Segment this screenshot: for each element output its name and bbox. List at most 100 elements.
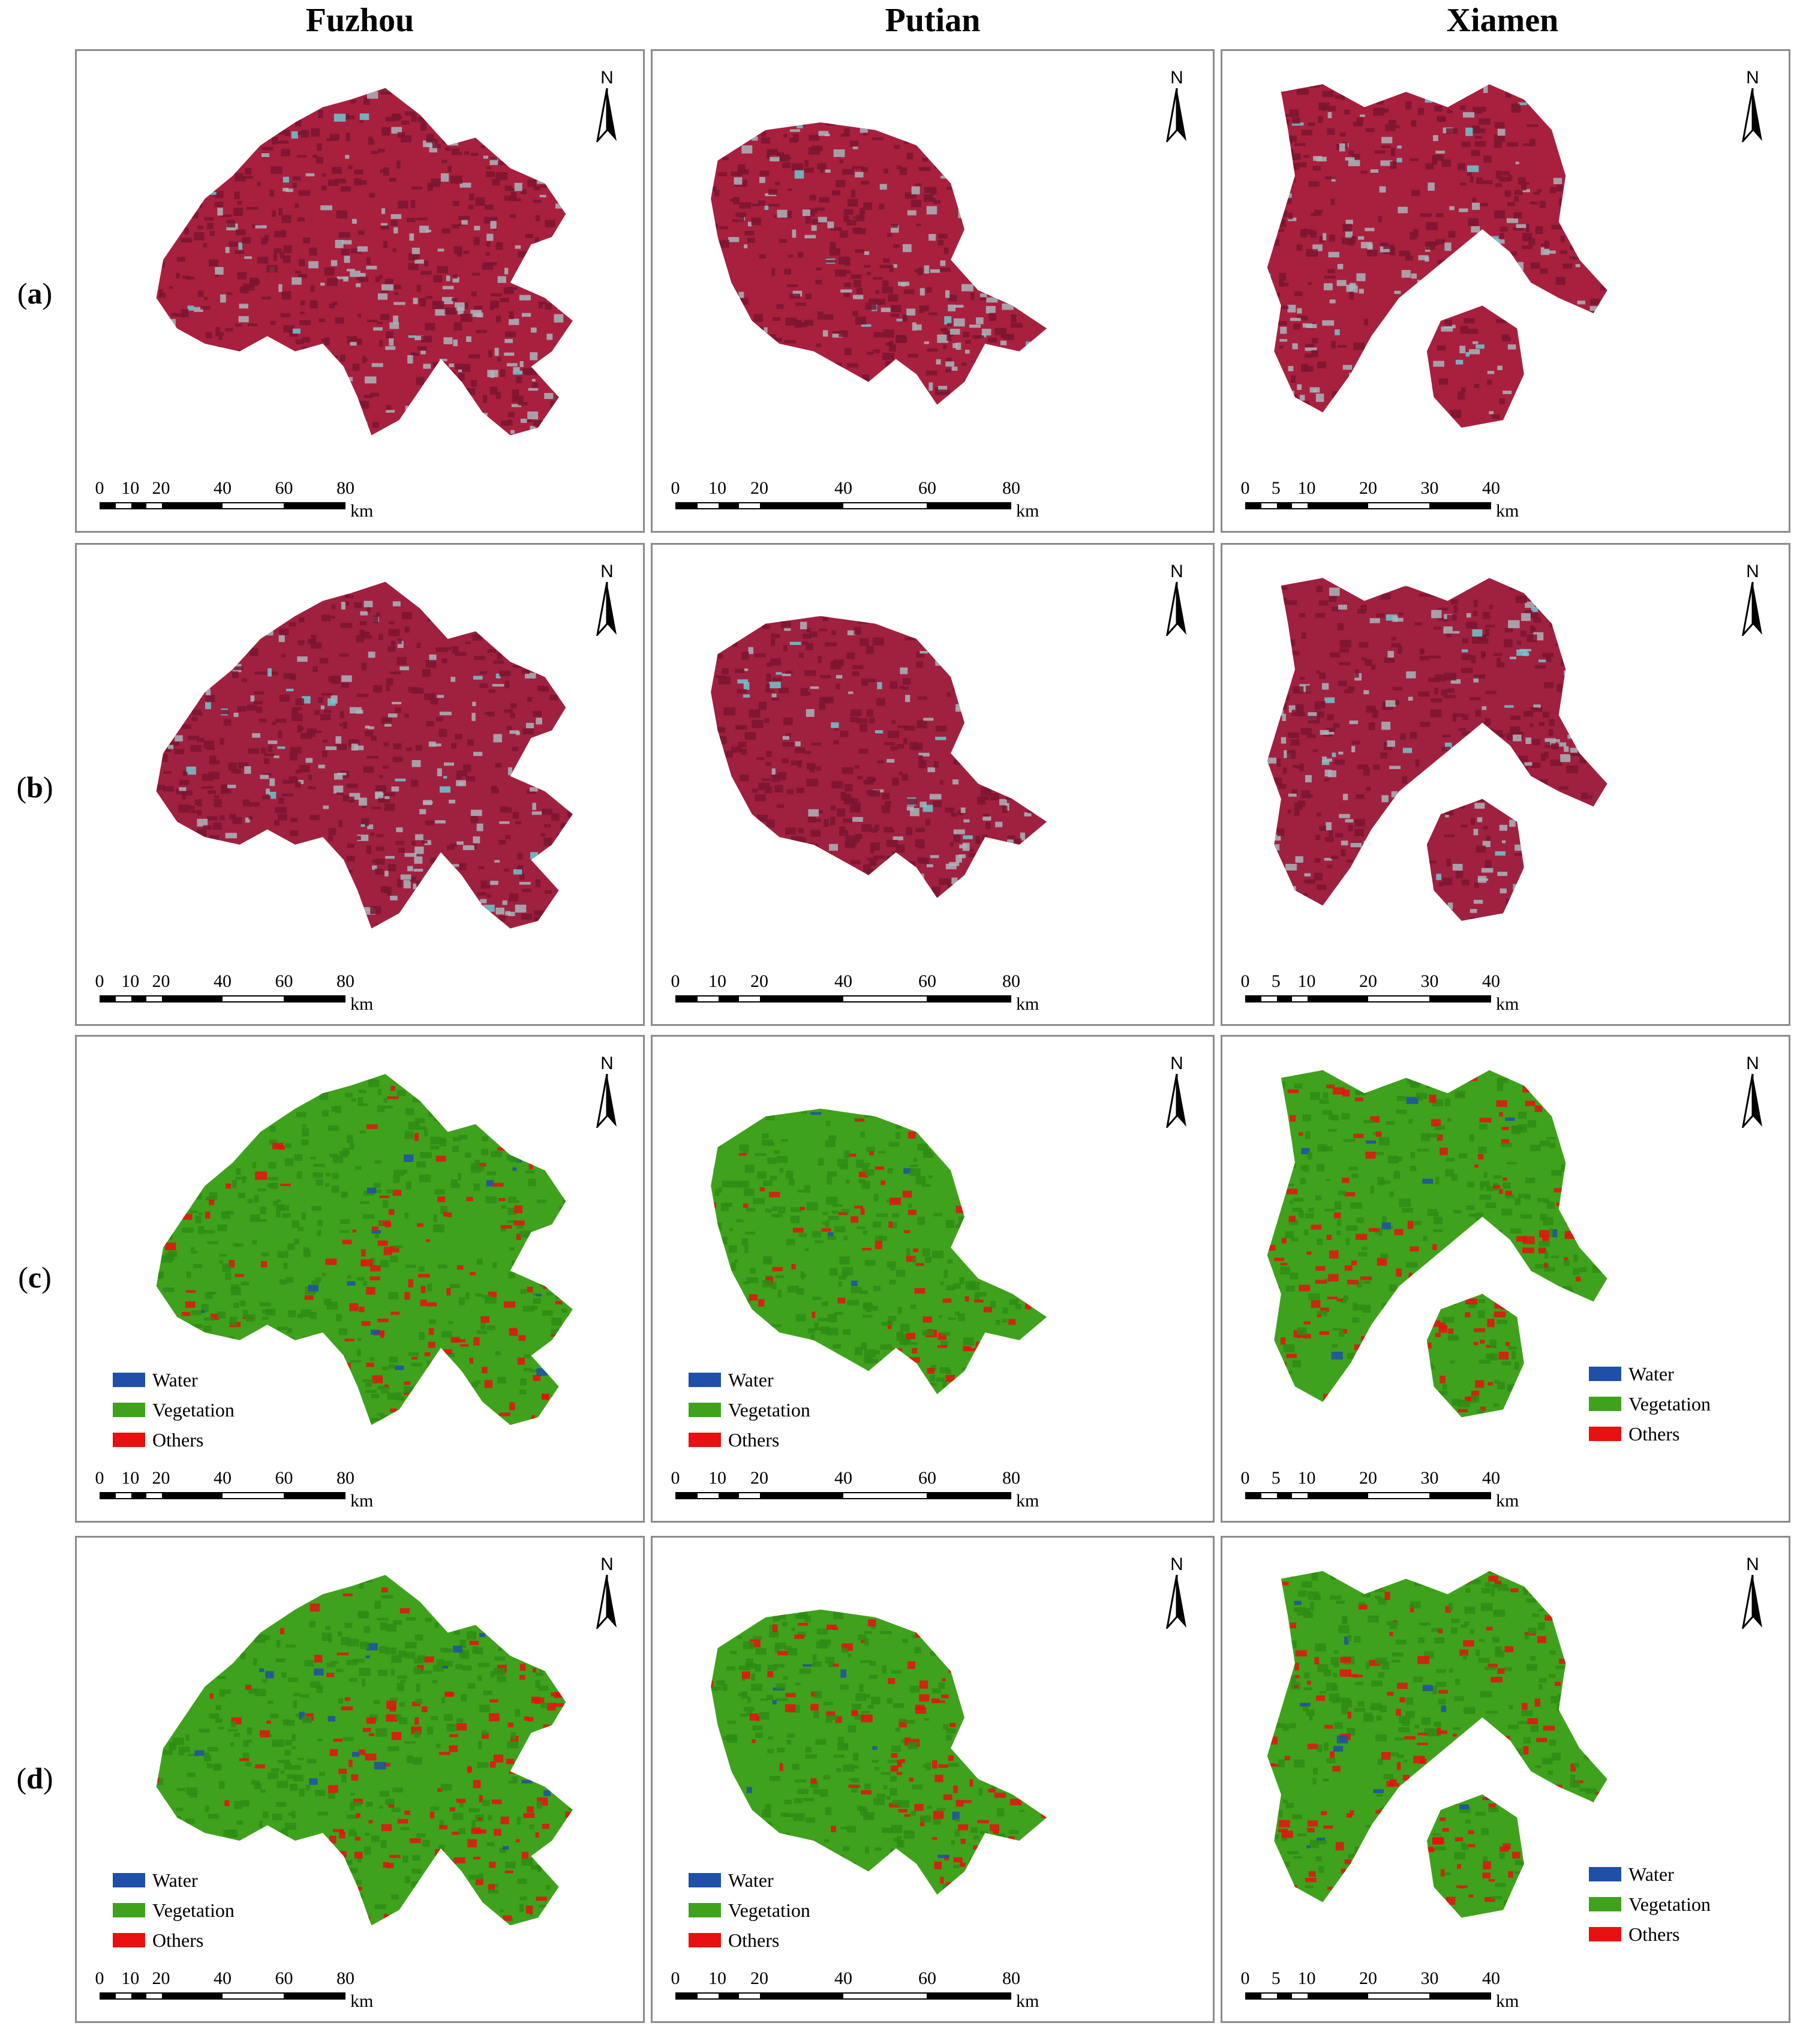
scale-tick-label: 10: [1297, 971, 1316, 991]
row-label-a: (a): [17, 277, 53, 310]
scale-tick-label: 10: [708, 1968, 726, 1988]
legend-item-water: Water: [1589, 1359, 1711, 1389]
row-label-d: (d): [16, 1761, 53, 1795]
map-legend: Water Vegetation Others: [1589, 1359, 1711, 1449]
legend-swatch-others: [689, 1933, 721, 1947]
legend-label-vegetation: Vegetation: [152, 1398, 235, 1421]
legend-item-vegetation: Vegetation: [689, 1395, 810, 1425]
scale-unit: km: [1496, 1991, 1519, 2011]
scale-tick-label: 20: [152, 478, 170, 498]
map-panel-c-xiamen: N 0 5 10 20 30 40 km Water Vegetation Others: [1221, 1035, 1790, 1523]
scale-tick-label: 0: [671, 971, 680, 991]
row-label-c: (c): [18, 1260, 52, 1294]
scale-tick-label: 40: [214, 1468, 232, 1488]
legend-item-vegetation: Vegetation: [689, 1895, 810, 1925]
scale-tick-label: 0: [1240, 971, 1250, 991]
legend-item-others: Others: [689, 1425, 810, 1455]
scale-tick-label: 60: [275, 1968, 293, 1988]
north-arrow-icon: N: [1159, 1053, 1195, 1137]
scale-tick-label: 60: [918, 478, 936, 498]
scale-bar: 0 5 10 20 30 40 km: [1241, 1968, 1539, 2011]
scale-tick-label: 10: [708, 971, 726, 991]
scale-tick-label: 5: [1271, 971, 1281, 991]
legend-swatch-others: [1589, 1927, 1622, 1941]
scale-tick-label: 0: [95, 478, 104, 498]
scale-tick-label: 60: [918, 971, 936, 991]
legend-swatch-others: [113, 1933, 145, 1947]
scale-tick-label: 5: [1271, 1468, 1281, 1488]
scale-tick-label: 40: [214, 478, 232, 498]
scale-tick-label: 20: [152, 971, 170, 991]
scale-tick-label: 20: [750, 478, 768, 498]
legend-item-water: Water: [689, 1365, 810, 1395]
row-label-b: (b): [16, 770, 53, 804]
scale-tick-label: 40: [1482, 1968, 1500, 1988]
legend-swatch-vegetation: [689, 1403, 721, 1417]
legend-item-others: Others: [1589, 1419, 1711, 1449]
scale-tick-label: 0: [671, 478, 680, 498]
region-map-putian: [711, 1109, 1047, 1394]
scale-tick-label: 10: [1297, 1968, 1316, 1988]
map-panel-d-putian: N 0 10 20 40 60 80 km Water Vegetation Others: [651, 1536, 1215, 2023]
scale-tick-label: 0: [1240, 1968, 1250, 1988]
legend-swatch-others: [113, 1433, 145, 1447]
scale-tick-label: 60: [275, 971, 293, 991]
scale-bar: 0 10 20 40 60 80 km: [671, 478, 1059, 521]
legend-label-water: Water: [728, 1368, 774, 1391]
column-title-putian: Putian: [885, 2, 981, 39]
north-arrow-icon: N: [1159, 68, 1195, 152]
scale-bar: 0 10 20 40 60 80 km: [95, 971, 393, 1014]
scale-tick-label: 40: [834, 971, 852, 991]
scale-tick-label: 30: [1420, 478, 1439, 498]
scale-tick-label: 80: [336, 1968, 354, 1988]
scale-tick-label: 20: [1359, 1968, 1377, 1988]
legend-item-water: Water: [1589, 1859, 1711, 1889]
scale-tick-label: 60: [275, 478, 293, 498]
scale-tick-label: 5: [1271, 478, 1281, 498]
legend-label-water: Water: [1628, 1362, 1674, 1385]
scale-tick-label: 20: [1359, 971, 1377, 991]
scale-tick-label: 0: [95, 1468, 104, 1488]
scale-tick-label: 0: [1240, 1468, 1250, 1488]
legend-swatch-water: [113, 1873, 145, 1887]
map-legend: Water Vegetation Others: [689, 1365, 810, 1455]
legend-swatch-water: [1589, 1367, 1622, 1381]
scale-bar: 0 5 10 20 30 40 km: [1241, 971, 1539, 1014]
scale-unit: km: [1496, 1491, 1519, 1511]
legend-label-water: Water: [152, 1368, 198, 1391]
scale-tick-label: 0: [95, 971, 104, 991]
scale-tick-label: 80: [336, 1468, 354, 1488]
scale-bar: 0 10 20 40 60 80 km: [95, 1468, 393, 1511]
scale-tick-label: 30: [1420, 1968, 1439, 1988]
scale-bar: 0 10 20 40 60 80 km: [95, 478, 393, 521]
legend-label-vegetation: Vegetation: [728, 1398, 810, 1421]
scale-tick-label: 20: [152, 1468, 170, 1488]
scale-tick-label: 0: [1240, 478, 1250, 498]
map-panel-c-putian: N 0 10 20 40 60 80 km Water Vegetation Others: [651, 1035, 1215, 1523]
scale-tick-label: 40: [834, 1968, 852, 1988]
legend-swatch-water: [113, 1373, 145, 1387]
north-arrow-icon: N: [589, 1053, 625, 1137]
scale-tick-label: 20: [750, 1468, 768, 1488]
scale-tick-label: 80: [1002, 1468, 1020, 1488]
map-panel-d-xiamen: N 0 5 10 20 30 40 km Water Vegetation Others: [1221, 1536, 1790, 2023]
legend-swatch-vegetation: [1589, 1397, 1622, 1411]
legend-item-others: Others: [689, 1925, 810, 1955]
north-arrow-icon: N: [589, 1554, 625, 1638]
map-panel-a-xiamen: N 0 5 10 20 30 40 km: [1221, 49, 1790, 533]
region-map-fuzhou: [156, 1074, 573, 1425]
scale-tick-label: 10: [708, 478, 726, 498]
scale-tick-label: 40: [214, 971, 232, 991]
legend-item-vegetation: Vegetation: [113, 1395, 235, 1425]
scale-tick-label: 40: [1482, 1468, 1500, 1488]
map-panel-a-fuzhou: N 0 10 20 40 60 80 km: [75, 49, 645, 533]
scale-unit: km: [350, 501, 374, 521]
scale-tick-label: 40: [834, 1468, 852, 1488]
column-title-fuzhou: Fuzhou: [305, 2, 414, 39]
legend-label-others: Others: [152, 1428, 204, 1451]
scale-unit: km: [1496, 501, 1519, 521]
map-legend: Water Vegetation Others: [689, 1865, 810, 1955]
scale-bar: 0 5 10 20 30 40 km: [1241, 1468, 1539, 1511]
legend-item-vegetation: Vegetation: [113, 1895, 235, 1925]
legend-item-water: Water: [689, 1865, 810, 1895]
